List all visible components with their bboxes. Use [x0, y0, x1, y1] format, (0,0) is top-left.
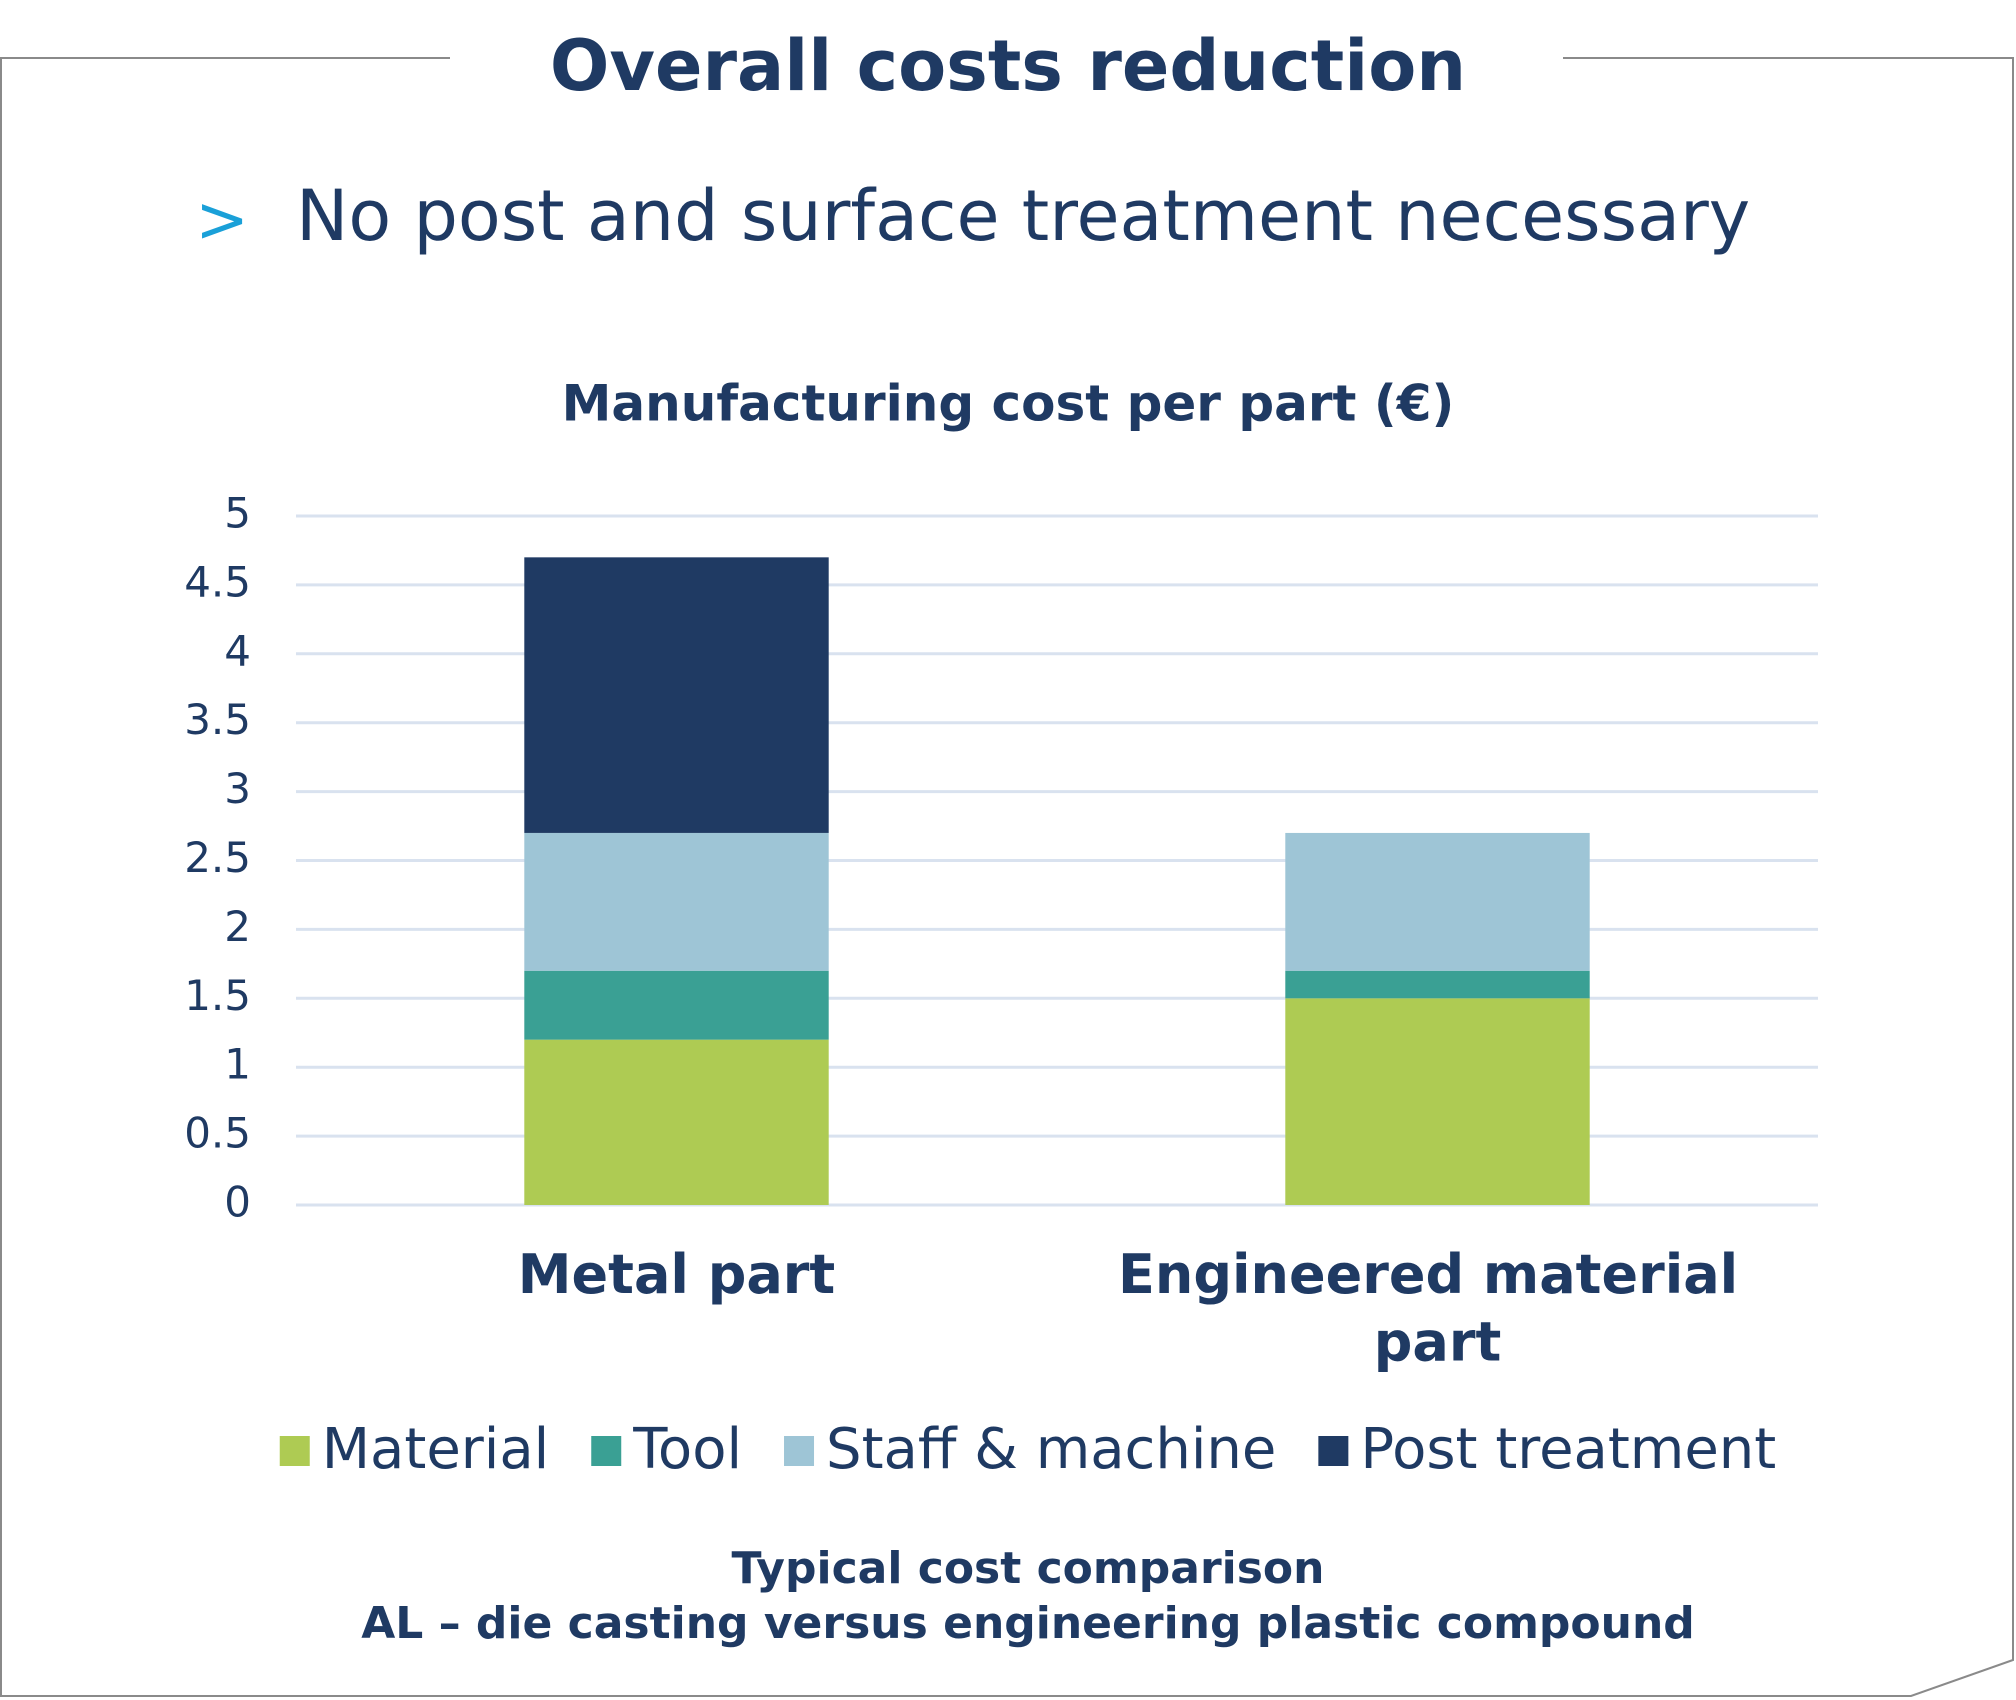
legend-swatch: [1318, 1436, 1349, 1466]
bullet-text: No post and surface treatment necessary: [296, 175, 1750, 257]
bar-segment: [1285, 832, 1590, 971]
frame: [0, 57, 2014, 1697]
bar-segment: [524, 970, 829, 1040]
y-tick-label: 2: [224, 902, 251, 951]
x-tick-label: Engineered material part: [1118, 1243, 1757, 1374]
bullet-marker: >: [195, 184, 249, 258]
footnote: Typical cost comparison: [732, 1543, 1325, 1594]
y-tick-label: 0.5: [184, 1109, 251, 1158]
bar-segment: [1285, 998, 1590, 1205]
slide-title: Overall costs reduction: [550, 25, 1466, 107]
legend-label: Staff & machine: [826, 1417, 1276, 1482]
legend-swatch: [591, 1436, 622, 1466]
y-tick-label: 2.5: [184, 833, 251, 882]
legend-swatch: [279, 1436, 310, 1466]
y-tick-label: 4.5: [184, 557, 251, 606]
y-tick-label: 3: [224, 764, 251, 813]
bar-segment: [1285, 970, 1590, 999]
chart-title: Manufacturing cost per part (€): [562, 375, 1455, 433]
y-tick-label: 3.5: [184, 695, 251, 744]
bar-segment: [524, 1039, 829, 1205]
x-tick-label: Metal part: [518, 1243, 835, 1306]
legend-label: Post treatment: [1360, 1417, 1776, 1482]
y-tick-label: 5: [224, 489, 251, 538]
bar-segment: [524, 557, 829, 833]
legend-label: Tool: [632, 1417, 742, 1482]
y-tick-label: 0: [224, 1178, 251, 1227]
y-tick-label: 1: [224, 1040, 251, 1089]
y-tick-label: 1.5: [184, 971, 251, 1020]
bar-segment: [524, 832, 829, 971]
footnote: AL – die casting versus engineering plas…: [361, 1598, 1695, 1649]
y-tick-label: 4: [224, 626, 251, 675]
legend-label: Material: [322, 1417, 550, 1482]
legend-swatch: [784, 1436, 815, 1466]
